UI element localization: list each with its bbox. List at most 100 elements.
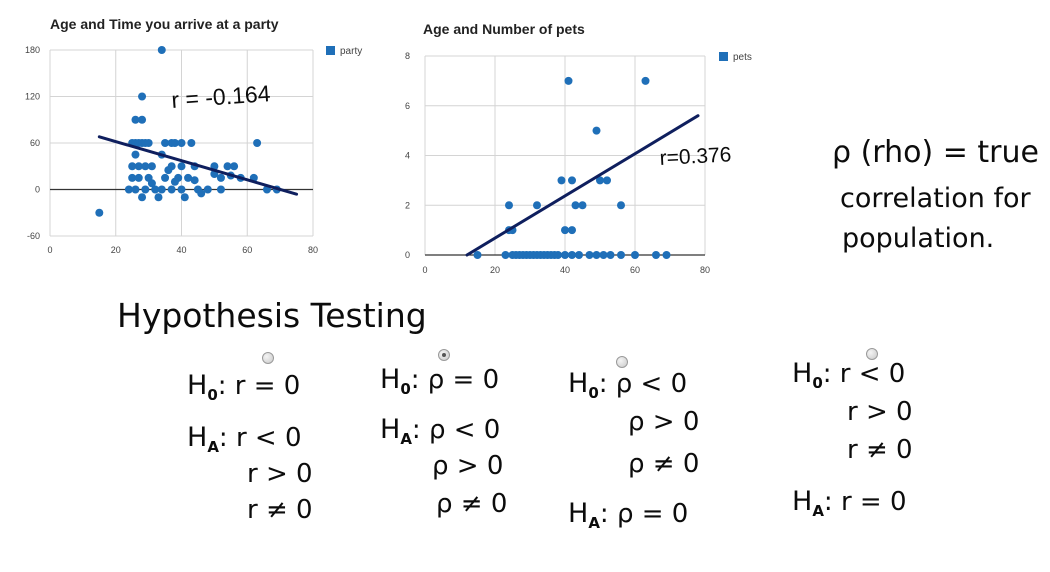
data-point xyxy=(138,193,147,202)
data-point xyxy=(596,176,604,185)
y-tick-label: 6 xyxy=(405,101,410,111)
hypothesis-expression: ρ = 0 xyxy=(616,499,689,529)
data-point xyxy=(187,139,196,147)
data-point xyxy=(561,226,569,235)
y-tick-label: 180 xyxy=(25,45,40,55)
data-point xyxy=(585,251,594,259)
hypothesis-expression: r < 0 xyxy=(839,359,906,389)
x-tick-label: 0 xyxy=(47,245,52,255)
y-tick-label: -60 xyxy=(27,231,40,241)
colon: : xyxy=(410,365,428,395)
x-tick-label: 80 xyxy=(308,245,318,255)
data-point xyxy=(568,176,576,185)
data-point xyxy=(617,251,625,259)
data-point xyxy=(662,251,671,259)
chart-title: Age and Time you arrive at a party xyxy=(50,16,279,32)
rho-note-line: ρ (rho) = true xyxy=(832,135,1039,170)
data-point xyxy=(124,185,133,194)
hypothesis-line: ρ > 0 xyxy=(628,402,699,442)
chart-pets: Age and Number of pets 8 6 4 2 0 0 20 40 60 80 pet… xyxy=(380,0,800,290)
data-point xyxy=(571,201,580,210)
trend-line xyxy=(465,114,700,257)
data-point xyxy=(603,176,611,185)
hypothesis-symbol: H xyxy=(380,364,401,395)
data-point xyxy=(223,162,232,171)
hypothesis-line: H0: ρ = 0 xyxy=(380,360,499,403)
hypothesis-expression: ρ ≠ 0 xyxy=(436,489,508,519)
data-point xyxy=(147,179,156,188)
hypothesis-symbol: H xyxy=(568,368,589,399)
hypothesis-line: H0: r < 0 xyxy=(792,354,905,397)
x-tick-label: 60 xyxy=(630,265,640,275)
hypothesis-line: HA: r < 0 xyxy=(187,418,302,461)
data-point xyxy=(592,251,601,259)
hypothesis-subscript: 0 xyxy=(207,386,218,404)
colon: : xyxy=(823,487,841,517)
data-point xyxy=(230,162,239,171)
hypothesis-subscript: A xyxy=(588,514,600,532)
data-point xyxy=(505,201,513,210)
hypothesis-line: ρ ≠ 0 xyxy=(628,444,699,484)
option-radio[interactable] xyxy=(438,349,450,361)
colon: : xyxy=(218,423,236,453)
hypothesis-symbol: H xyxy=(568,498,589,529)
hypothesis-expression: ρ < 0 xyxy=(615,369,688,399)
hypothesis-subscript: 0 xyxy=(588,384,599,402)
data-point xyxy=(631,251,639,259)
data-point xyxy=(144,139,153,147)
hypothesis-subscript: A xyxy=(812,502,824,520)
hypothesis-expression: ρ < 0 xyxy=(428,415,501,445)
data-point xyxy=(177,185,186,194)
hypothesis-line: HA: ρ = 0 xyxy=(568,494,688,537)
chart-party-plot: 180 120 60 0 -60 0 20 40 60 80 party r = -0.164 xyxy=(25,45,362,255)
legend-swatch xyxy=(719,52,728,61)
rho-note-line: correlation for xyxy=(840,183,1031,214)
hypothesis-line: r > 0 xyxy=(847,392,913,432)
hypothesis-symbol: H xyxy=(792,486,813,517)
data-point xyxy=(161,139,170,147)
data-point xyxy=(216,185,225,194)
hypothesis-subscript: A xyxy=(207,438,219,456)
option-radio[interactable] xyxy=(262,352,274,364)
hypothesis-line: r ≠ 0 xyxy=(847,430,913,470)
r-value-annotation: r=0.376 xyxy=(659,143,732,170)
data-point xyxy=(501,251,510,259)
data-point xyxy=(568,251,576,259)
data-point xyxy=(170,139,179,147)
data-point xyxy=(197,189,206,198)
data-point xyxy=(157,46,166,54)
hypothesis-line: ρ ≠ 0 xyxy=(436,484,507,524)
y-tick-label: 8 xyxy=(405,51,410,61)
option-radio[interactable] xyxy=(616,356,628,368)
data-point xyxy=(641,76,650,85)
trend-line xyxy=(97,135,299,196)
data-point xyxy=(554,251,562,259)
option-radio[interactable] xyxy=(866,348,878,360)
hypothesis-line: ρ > 0 xyxy=(432,446,503,486)
data-point xyxy=(131,185,140,194)
data-point xyxy=(134,162,143,171)
data-point xyxy=(167,185,176,194)
hypothesis-expression: r = 0 xyxy=(840,487,907,517)
hypothesis-subscript: 0 xyxy=(400,380,411,398)
hypothesis-expression: r > 0 xyxy=(847,397,913,427)
data-point xyxy=(652,251,660,259)
colon: : xyxy=(598,369,616,399)
x-tick-label: 60 xyxy=(242,245,252,255)
hypothesis-symbol: H xyxy=(187,422,208,453)
data-point xyxy=(134,173,143,182)
data-point xyxy=(147,162,156,171)
data-point xyxy=(184,173,193,182)
data-point xyxy=(170,177,179,186)
hypothesis-line: r ≠ 0 xyxy=(247,490,313,530)
data-point xyxy=(606,251,615,259)
y-tick-label: 4 xyxy=(405,151,410,161)
hypothesis-subscript: A xyxy=(400,430,412,448)
x-tick-label: 20 xyxy=(490,265,500,275)
data-point xyxy=(128,173,137,182)
legend-label: pets xyxy=(733,52,752,63)
data-point xyxy=(575,251,583,259)
data-point xyxy=(161,173,170,182)
data-point xyxy=(568,226,576,235)
